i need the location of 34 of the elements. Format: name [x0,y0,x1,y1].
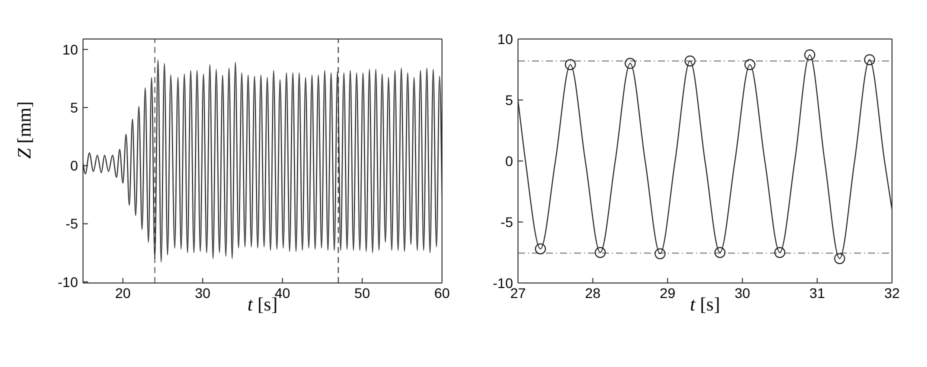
x-tick-label: 29 [660,284,676,301]
y-tick-label: -5 [66,216,78,232]
x-tick-label: 28 [585,284,601,301]
x-tick-label: 30 [734,284,750,301]
point [624,58,636,69]
point [564,59,576,70]
point [684,55,696,66]
point [864,54,876,66]
point [834,253,846,264]
point [744,59,756,70]
x-tick-label: 60 [434,284,450,301]
y-tick-label: 0 [505,152,514,169]
x-tick-label: 32 [884,284,900,301]
y-tick-label: -5 [500,214,514,230]
point [594,247,606,258]
y-tick-label: 0 [70,158,78,174]
y-tick-label: 5 [70,100,78,116]
point [654,248,666,260]
y-tick-label: -10 [58,274,78,290]
y-tick-label: 10 [497,30,514,47]
point [714,247,726,258]
line-series [83,59,442,263]
point [774,247,786,258]
x-axis-title: t [s] [247,294,278,316]
point [534,243,546,254]
point [804,49,816,60]
x-tick-label: 20 [115,284,131,301]
x-tick-label: 31 [809,284,826,301]
y-tick-label: 10 [62,41,78,58]
y-tick-label: 5 [505,92,514,108]
x-tick-label: 30 [194,284,211,301]
y-axis-title: Z [mm] [14,101,36,159]
x-tick-label: 50 [354,284,370,301]
x-axis-title: t [s] [690,294,720,316]
